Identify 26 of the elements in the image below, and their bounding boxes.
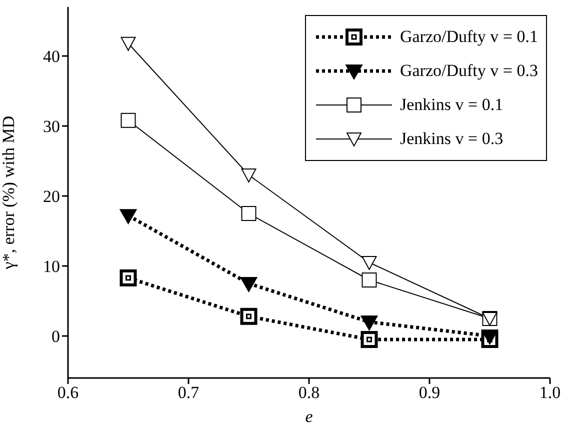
y-tick-label: 20	[43, 187, 60, 206]
point	[362, 256, 377, 270]
legend-label: Garzo/Dufty v = 0.1	[400, 27, 538, 47]
x-tick-label: 0.6	[57, 383, 79, 402]
point	[360, 331, 378, 348]
legend-label: Jenkins v = 0.3	[400, 129, 504, 149]
x-tick-label: 0.9	[418, 383, 440, 402]
y-tick-label: 0	[52, 327, 60, 346]
point	[240, 277, 258, 292]
legend-label: Garzo/Dufty v = 0.3	[400, 61, 538, 81]
x-tick-label: 0.7	[178, 383, 200, 402]
y-tick-label: 40	[43, 47, 60, 66]
y-axis-title: γ*, error (%) with MD	[0, 116, 18, 270]
point	[360, 316, 378, 330]
point	[240, 308, 258, 325]
x-tick-label: 1.0	[539, 383, 561, 402]
point	[120, 36, 136, 51]
point	[241, 168, 256, 182]
x-tick-label: 0.8	[298, 383, 320, 402]
point	[120, 209, 137, 224]
x-axis-title: e	[305, 407, 314, 426]
y-tick-label: 10	[43, 257, 60, 276]
point	[481, 330, 498, 344]
y-tick-label: 30	[43, 117, 60, 136]
legend-label: Jenkins v = 0.1	[400, 95, 504, 115]
point	[120, 269, 137, 286]
